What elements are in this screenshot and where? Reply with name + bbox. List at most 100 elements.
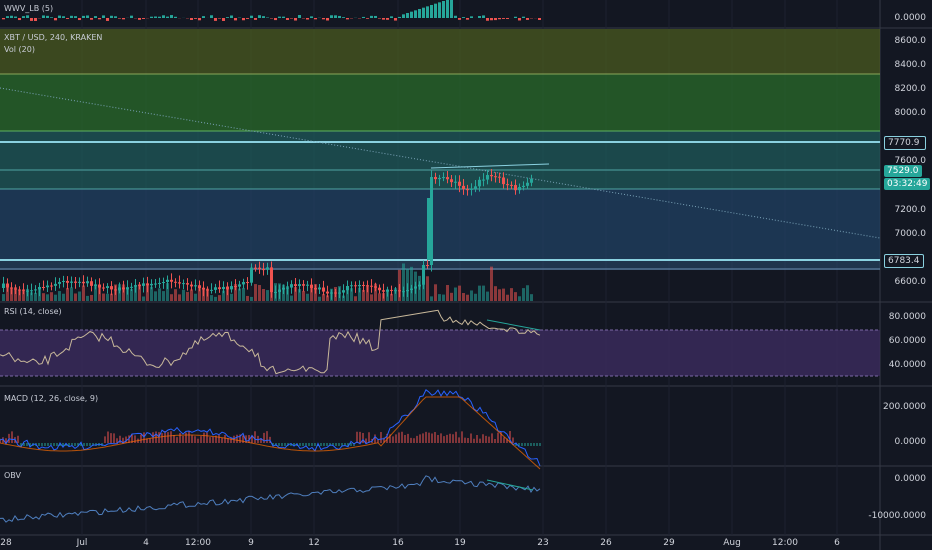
- obv-pane-label: OBV: [4, 471, 22, 480]
- wwv-bar: [378, 18, 381, 19]
- candle: [54, 283, 57, 286]
- price-axis-8000: 8000.0: [894, 108, 927, 118]
- wwv-bar: [142, 18, 145, 19]
- volume-bar: [354, 296, 357, 301]
- candle: [430, 176, 433, 265]
- wwv-bar: [198, 18, 201, 21]
- volume-bar: [50, 292, 53, 301]
- candle: [214, 287, 217, 290]
- wwv-bar: [202, 16, 205, 18]
- wwv-bar: [118, 18, 121, 19]
- candle: [514, 185, 517, 191]
- volume-bar: [334, 286, 337, 301]
- wwv-bar: [98, 18, 101, 20]
- candle: [62, 280, 65, 282]
- candle: [426, 265, 429, 266]
- volume-bar: [462, 293, 465, 301]
- x-label: 9: [248, 538, 254, 548]
- candle: [478, 179, 481, 187]
- wwv-bar: [170, 15, 173, 18]
- wwv-bar: [74, 16, 77, 18]
- volume-bar: [346, 288, 349, 301]
- volume-bar: [106, 293, 109, 301]
- price-axis-7200: 7200.0: [894, 205, 927, 215]
- wwv-bar: [2, 18, 5, 20]
- volume-bar: [6, 286, 9, 301]
- wwv-bar: [282, 16, 285, 18]
- candle: [290, 284, 293, 288]
- volume-bar: [330, 288, 333, 301]
- volume-bar: [402, 263, 405, 301]
- candle: [158, 282, 161, 284]
- volume-bar: [362, 289, 365, 301]
- volume-bar: [302, 290, 305, 301]
- band-blue: [0, 189, 880, 261]
- wwv-bar: [114, 16, 117, 18]
- macd-signal-line: [0, 396, 541, 470]
- candle: [42, 286, 45, 288]
- symbol-title: XBT / USD, 240, KRAKEN: [4, 33, 103, 42]
- volume-bar: [486, 291, 489, 301]
- volume-bar: [198, 286, 201, 301]
- volume-bar: [102, 293, 105, 301]
- volume-bar: [54, 294, 57, 301]
- candle: [310, 284, 313, 288]
- rsi-line: [0, 309, 541, 375]
- volume-bar: [218, 295, 221, 301]
- wwv-bar: [94, 16, 97, 18]
- volume-bar: [214, 296, 217, 301]
- volume-bar: [422, 274, 425, 301]
- wwv-bar: [290, 18, 293, 19]
- wwv-axis-0: 0.0000: [894, 13, 927, 23]
- rsi-axis-80: 80.0000: [888, 312, 926, 322]
- volume-bar: [430, 296, 433, 301]
- volume-bar: [94, 284, 97, 301]
- wwv-bar: [522, 16, 525, 18]
- wwv-pane-label: WWV_LB (5): [4, 4, 54, 13]
- wwv-bar: [286, 18, 289, 20]
- volume-bar: [170, 294, 173, 301]
- candle: [450, 179, 453, 183]
- wwv-bar: [390, 16, 393, 18]
- candle: [78, 281, 81, 283]
- wwv-bar: [374, 15, 377, 18]
- wwv-bar: [342, 17, 345, 18]
- x-label: Jul: [76, 538, 88, 548]
- candle: [210, 289, 213, 291]
- volume-bar: [266, 290, 269, 301]
- volume-bar: [34, 292, 37, 301]
- wwv-bar: [230, 15, 233, 18]
- volume-bar: [246, 295, 249, 301]
- candle: [38, 286, 41, 290]
- candle: [294, 284, 297, 287]
- x-label: 4: [143, 538, 149, 548]
- wwv-bar: [438, 2, 441, 19]
- volume-bar: [226, 286, 229, 301]
- volume-bar: [254, 284, 257, 301]
- x-label: 28: [0, 538, 12, 548]
- candle: [230, 286, 233, 290]
- candle: [186, 283, 189, 285]
- candle: [370, 285, 373, 287]
- wwv-bar: [154, 16, 157, 18]
- wwv-bar: [486, 18, 489, 21]
- candle: [302, 284, 305, 286]
- wwv-bar: [422, 7, 425, 19]
- candle: [86, 281, 89, 284]
- volume-bar: [270, 288, 273, 301]
- wwv-bar: [514, 16, 517, 18]
- wwv-bar: [22, 16, 25, 18]
- volume-bar: [46, 294, 49, 301]
- volume-bar: [358, 287, 361, 301]
- volume-bar: [22, 289, 25, 301]
- volume-bar: [322, 294, 325, 301]
- wwv-bar: [490, 18, 493, 21]
- candle: [18, 289, 21, 291]
- candle: [30, 290, 33, 292]
- volume-bar: [58, 291, 61, 301]
- volume-bar: [258, 285, 261, 301]
- volume-bar: [318, 296, 321, 301]
- wwv-bar: [274, 18, 277, 21]
- candle: [190, 284, 193, 287]
